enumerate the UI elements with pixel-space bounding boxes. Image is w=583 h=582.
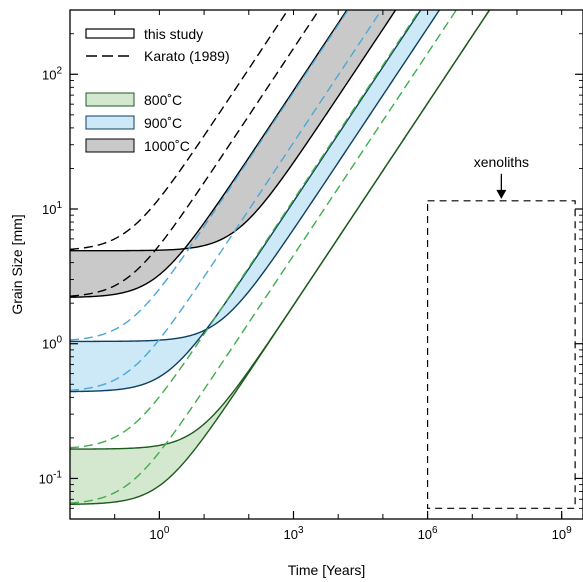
legend-label: Karato (1989) bbox=[144, 48, 230, 64]
xenoliths-label: xenoliths bbox=[474, 154, 529, 170]
x-tick-label: 100 bbox=[149, 525, 169, 542]
y-tick-label: 101 bbox=[42, 200, 62, 217]
x-tick-exponent: 6 bbox=[432, 525, 438, 536]
legend-swatch-this-study bbox=[85, 28, 135, 39]
legend-label: 800˚C bbox=[144, 92, 182, 108]
karato-lower-0 bbox=[70, 10, 320, 297]
band-lower-line-0 bbox=[70, 10, 348, 298]
y-tick-base: 10 bbox=[39, 471, 53, 486]
xenoliths-box bbox=[426, 200, 576, 509]
y-tick-base: 10 bbox=[42, 202, 56, 217]
x-tick-exponent: 0 bbox=[164, 525, 170, 536]
karato-upper-1 bbox=[70, 10, 349, 341]
x-tick-label: 109 bbox=[552, 525, 572, 542]
y-tick-label: 102 bbox=[42, 65, 62, 82]
y-tick-label: 10-1 bbox=[39, 469, 63, 486]
y-tick-base: 10 bbox=[42, 337, 56, 352]
band-1 bbox=[70, 10, 440, 392]
karato-lower-2 bbox=[70, 10, 458, 504]
x-tick-base: 10 bbox=[552, 527, 566, 542]
y-axis-title: Grain Size [mm] bbox=[9, 214, 25, 314]
band-0 bbox=[70, 10, 396, 298]
y-tick-exponent: 0 bbox=[56, 335, 62, 346]
band-2 bbox=[70, 10, 490, 505]
x-tick-exponent: 9 bbox=[566, 525, 572, 536]
legend-label: 1000˚C bbox=[144, 138, 190, 154]
y-tick-base: 10 bbox=[42, 67, 56, 82]
y-tick-exponent: -1 bbox=[53, 469, 62, 480]
band-lower-line-1 bbox=[70, 10, 422, 393]
x-tick-exponent: 3 bbox=[298, 525, 304, 536]
x-tick-base: 10 bbox=[283, 527, 297, 542]
x-tick-label: 103 bbox=[283, 525, 303, 542]
x-tick-base: 10 bbox=[149, 527, 163, 542]
legend-label: this study bbox=[144, 26, 203, 42]
plot-frame bbox=[69, 9, 583, 520]
karato-upper-2 bbox=[70, 10, 421, 449]
karato-lower-1 bbox=[70, 10, 383, 392]
y-tick-exponent: 1 bbox=[56, 200, 62, 211]
band-lower-line-2 bbox=[70, 10, 491, 505]
xenoliths-arrow-head bbox=[496, 189, 507, 199]
legend-swatch-band bbox=[85, 115, 135, 130]
x-tick-label: 106 bbox=[418, 525, 438, 542]
x-axis-title: Time [Years] bbox=[288, 562, 366, 578]
y-tick-label: 100 bbox=[42, 335, 62, 352]
karato-upper-0 bbox=[70, 10, 289, 251]
band-upper-line-1 bbox=[70, 10, 441, 343]
legend-swatch-band bbox=[85, 92, 135, 107]
legend-label: 900˚C bbox=[144, 115, 182, 131]
x-tick-base: 10 bbox=[418, 527, 432, 542]
y-tick-exponent: 2 bbox=[56, 65, 62, 76]
legend-swatch-band bbox=[85, 138, 135, 153]
